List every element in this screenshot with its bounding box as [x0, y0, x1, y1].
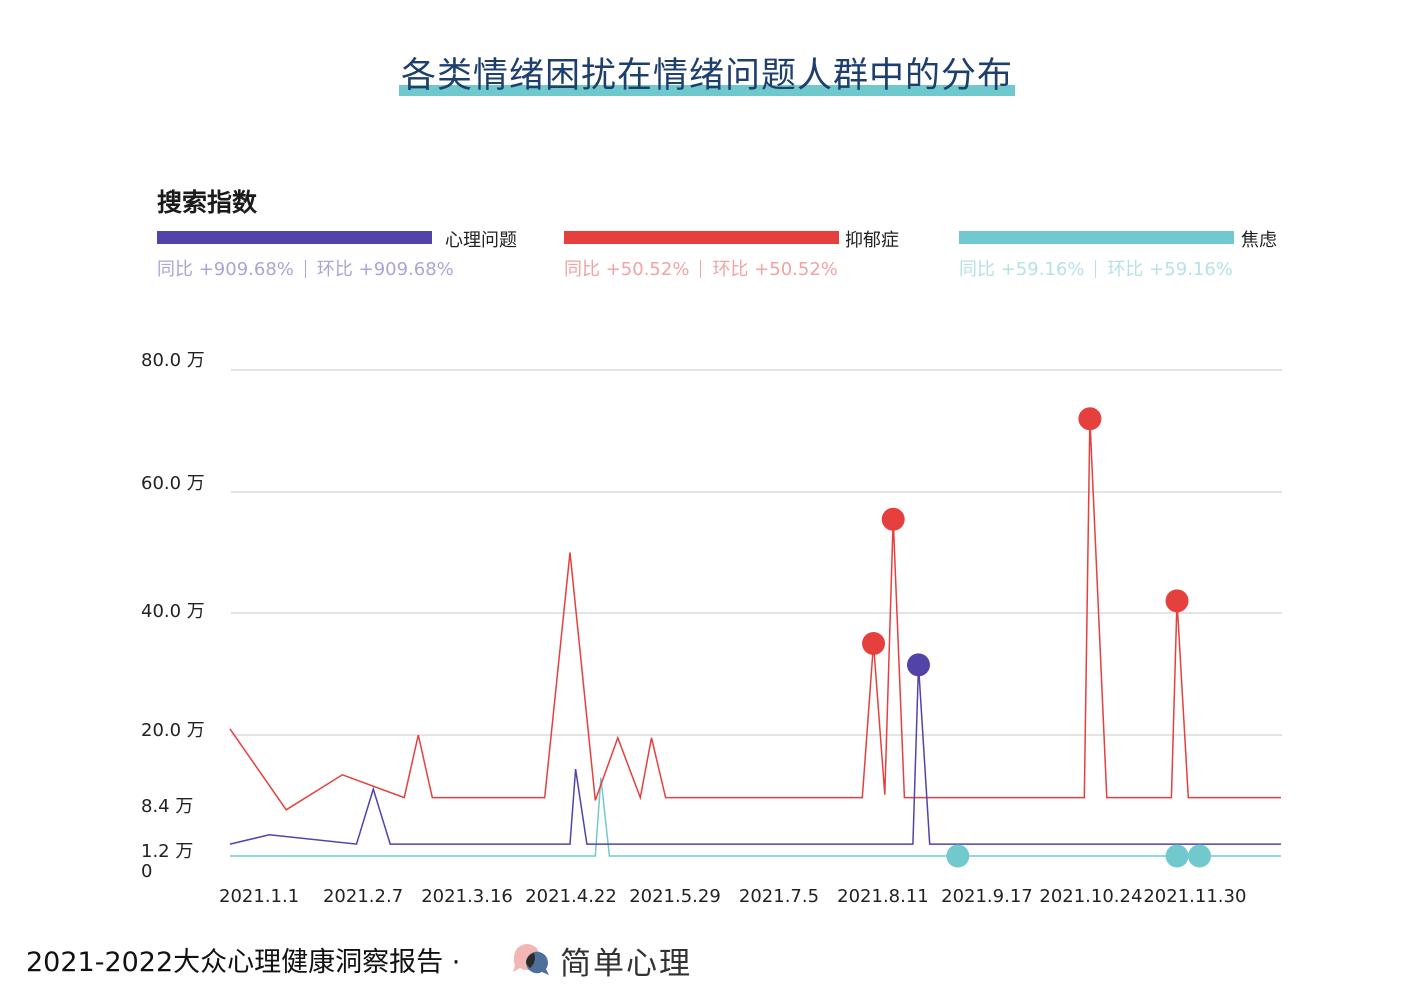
data-point-marker	[1188, 844, 1212, 868]
footer-brand: 简单心理	[510, 938, 692, 982]
data-point-marker	[1078, 407, 1102, 431]
x-tick-label: 2021.1.1	[219, 886, 299, 907]
x-tick-label: 2021.4.22	[525, 886, 617, 907]
legend-yoy: 同比 +50.52%	[564, 259, 690, 280]
series-line-0	[229, 664, 1281, 845]
y-tick-label: 40.0 万	[141, 601, 205, 622]
chat-bubbles-logo-icon	[513, 944, 549, 975]
legend-label: 焦虑	[1241, 230, 1277, 251]
x-tick-label: 2021.2.7	[323, 886, 403, 907]
legend-mom: 环比 +50.52%	[712, 259, 838, 280]
title-wrap: 各类情绪困扰在情绪问题人群中的分布	[0, 52, 1414, 100]
data-point-marker	[881, 507, 905, 531]
legend-item-jiaolv: 焦虑 同比 +59.16% 环比 +59.16%	[959, 226, 1289, 286]
legend-mom: 环比 +59.16%	[1107, 259, 1233, 280]
data-point-marker	[862, 632, 886, 655]
legend-stats: 同比 +50.52% 环比 +50.52%	[564, 255, 838, 281]
legend-separator	[1095, 260, 1097, 278]
x-tick-label: 2021.8.11	[837, 886, 929, 907]
x-tick-label: 2021.5.29	[629, 886, 721, 907]
legend-label: 抑郁症	[845, 230, 899, 251]
legend-swatch	[959, 231, 1234, 244]
brand-name: 简单心理	[560, 945, 692, 982]
y-tick-label: 20.0 万	[141, 720, 205, 741]
x-tick-label: 2021.7.5	[739, 886, 819, 907]
legend-yoy: 同比 +909.68%	[157, 259, 294, 280]
data-point-marker	[906, 653, 930, 677]
y-tick-label: 8.4 万	[141, 796, 193, 817]
y-tick-label: 80.0 万	[141, 350, 205, 371]
chart-title: 各类情绪困扰在情绪问题人群中的分布	[400, 56, 1013, 96]
legend-item-xinli: 心理问题 同比 +909.68% 环比 +909.68%	[157, 226, 527, 286]
x-tick-label: 2021.10.24	[1039, 886, 1142, 907]
footer-report-title: 2021-2022大众心理健康洞察报告 ·	[26, 947, 461, 978]
x-tick-label: 2021.11.30	[1143, 886, 1246, 907]
legend-yoy: 同比 +59.16%	[959, 259, 1085, 280]
y-tick-label: 1.2 万	[141, 841, 193, 862]
series-line-2	[230, 777, 1281, 857]
legend-stats: 同比 +59.16% 环比 +59.16%	[959, 255, 1233, 281]
x-tick-label: 2021.9.17	[941, 886, 1033, 907]
y-tick-label: 0	[141, 861, 152, 882]
legend-separator	[700, 260, 702, 278]
legend-mom: 环比 +909.68%	[316, 259, 454, 280]
legend-swatch	[157, 231, 432, 244]
x-tick-label: 2021.3.16	[421, 886, 513, 907]
legend-separator	[304, 260, 306, 278]
series-line-1	[229, 418, 1281, 811]
chart-title-box: 各类情绪困扰在情绪问题人群中的分布	[398, 52, 1015, 100]
legend-swatch	[564, 231, 839, 244]
data-point-marker	[1165, 589, 1189, 613]
chart-subtitle: 搜索指数	[157, 188, 258, 217]
title-highlight-bar	[398, 85, 1015, 96]
legend-stats: 同比 +909.68% 环比 +909.68%	[157, 255, 454, 281]
legend-label: 心理问题	[445, 230, 517, 251]
y-tick-label: 60.0 万	[141, 473, 205, 494]
data-point-marker	[946, 844, 970, 868]
legend-item-yiyuzheng: 抑郁症 同比 +50.52% 环比 +50.52%	[564, 226, 909, 286]
data-point-marker	[1165, 844, 1189, 868]
